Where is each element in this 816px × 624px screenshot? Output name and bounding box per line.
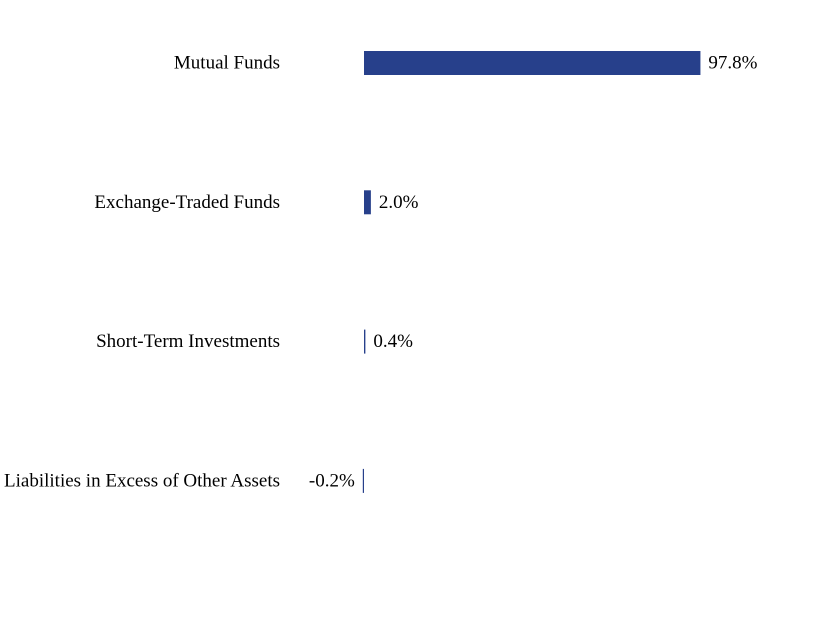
category-label: Exchange-Traded Funds: [94, 192, 280, 213]
category-labels: Mutual Funds Exchange-Traded Funds Short-T…: [4, 53, 280, 492]
value-label: 0.4%: [373, 331, 413, 352]
value-label: 2.0%: [379, 192, 419, 213]
value-labels: 97.8% 2.0% 0.4% -0.2%: [309, 53, 758, 492]
bar: [362, 468, 364, 493]
bars: [362, 51, 701, 493]
bar: [364, 190, 371, 215]
bar: [364, 51, 701, 75]
category-label: Mutual Funds: [174, 53, 280, 74]
value-label: 97.8%: [708, 53, 757, 74]
value-label: -0.2%: [309, 470, 355, 491]
bar: [364, 329, 366, 354]
category-label: Liabilities in Excess of Other Assets: [4, 470, 280, 491]
category-label: Short-Term Investments: [96, 331, 280, 352]
